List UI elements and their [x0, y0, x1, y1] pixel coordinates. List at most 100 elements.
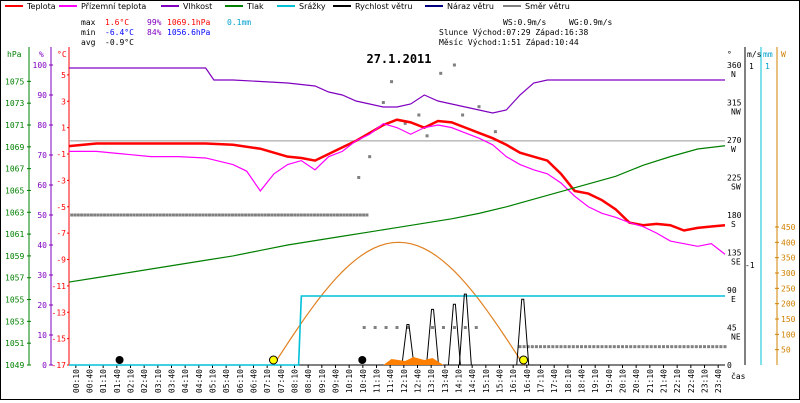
legend-label-naraz: Náraz větru: [447, 2, 494, 11]
wind-direction-point: [649, 345, 653, 349]
x-tick-label: 17:10: [537, 369, 546, 393]
wind-direction-point: [237, 213, 241, 217]
series-line-přízemní-teplota: [69, 123, 726, 255]
wind-direction-point: [715, 345, 719, 349]
x-tick-label: 07:40: [277, 369, 286, 393]
x-tick-label: 10:40: [359, 369, 368, 393]
x-tick-label: 03:40: [168, 369, 177, 393]
wind-direction-point: [616, 345, 620, 349]
wind-direction-point: [230, 213, 234, 217]
wind-direction-point: [152, 213, 156, 217]
stat-max-rain: 0.1mm: [227, 18, 251, 27]
wind-direction-point: [240, 213, 244, 217]
wind-direction-point: [608, 345, 612, 349]
wind-direction-point: [395, 326, 399, 329]
wind-direction-point: [657, 345, 661, 349]
wind-direction-point: [227, 213, 231, 217]
series-line-tlak: [68, 145, 726, 283]
x-tick-label: 05:40: [222, 369, 231, 393]
solar-tick-label: 300: [781, 269, 796, 278]
wind-direction-point: [690, 345, 694, 349]
wind-direction-point: [270, 213, 274, 217]
wind-direction-point: [670, 345, 674, 349]
x-tick-label: 18:10: [564, 369, 573, 393]
wind-speed-spike: [516, 298, 530, 366]
temp-tick-label: -1: [56, 150, 66, 159]
temp-tick-label: -3: [56, 176, 66, 185]
unit-cas: čas: [731, 371, 746, 381]
wind-direction-point: [600, 345, 604, 349]
direction-compass-label: SE: [731, 258, 741, 267]
x-tick-label: 14:40: [468, 369, 477, 393]
wind-direction-point: [276, 213, 280, 217]
x-tick-label: 17:40: [550, 369, 559, 393]
pressure-tick-label: 1057: [5, 274, 24, 283]
wind-direction-point: [125, 213, 129, 217]
wind-direction-point: [629, 345, 633, 349]
wind-direction-point: [273, 213, 277, 217]
wind-direction-point: [719, 345, 723, 349]
wind-direction-point: [373, 326, 377, 329]
x-tick-label: 23:10: [701, 369, 710, 393]
unit-degc: °C: [57, 50, 67, 59]
wind-direction-point: [89, 213, 93, 217]
temp-tick-label: -7: [56, 229, 66, 238]
unit-w: W: [781, 50, 786, 59]
humidity-tick-label: 10: [37, 331, 47, 340]
wind-direction-point: [571, 345, 575, 349]
pressure-tick-label: 1065: [5, 186, 24, 195]
unit-deg: °: [727, 50, 732, 59]
x-tick-label: 04:40: [195, 369, 204, 393]
wind-direction-point: [567, 345, 571, 349]
wind-direction-point: [339, 213, 343, 217]
x-tick-label: 13:40: [441, 369, 450, 393]
humidity-tick-label: 90: [37, 91, 47, 100]
wind-direction-point: [349, 213, 353, 217]
wind-direction-point: [316, 213, 320, 217]
wind-direction-point: [559, 345, 563, 349]
wind-direction-point: [666, 345, 670, 349]
wind-direction-point: [112, 213, 116, 217]
wind-direction-point: [70, 213, 74, 217]
wind-direction-point: [145, 213, 149, 217]
humidity-tick-label: 50: [37, 211, 47, 220]
wind-direction-point: [188, 213, 192, 217]
direction-tick-label: 45: [727, 324, 737, 333]
wind-speed-spike: [426, 308, 440, 366]
wind-direction-point: [723, 345, 727, 349]
chart-title: 27.1.2011: [366, 52, 431, 66]
wind-direction-point: [588, 345, 592, 349]
wind-direction-point: [103, 213, 107, 217]
stat-max-hum: 99%: [147, 18, 162, 27]
wind-direction-point: [439, 71, 443, 75]
wind-direction-point: [106, 213, 110, 217]
wind-direction-point: [539, 345, 542, 349]
pressure-tick-label: 1059: [5, 252, 24, 261]
series-line-vlhkost: [69, 67, 725, 114]
wind-direction-point: [384, 326, 388, 329]
wind-direction-point: [345, 213, 349, 217]
x-tick-label: 06:40: [250, 369, 259, 393]
wind-direction-point: [283, 213, 287, 217]
wind-direction-point: [403, 121, 407, 125]
temp-tick-label: -9: [56, 256, 66, 265]
wind-direction-point: [224, 213, 228, 217]
wind-direction-point: [682, 345, 686, 349]
wind-direction-point: [703, 345, 706, 349]
x-tick-label: 10:10: [345, 369, 354, 393]
wind-direction-point: [477, 105, 481, 109]
wind-direction-point: [165, 213, 169, 217]
wind-direction-point: [674, 345, 678, 349]
wind-direction-point: [518, 345, 522, 349]
wind-direction-point: [596, 345, 600, 349]
wind-direction-point: [522, 345, 526, 349]
wind-direction-point: [80, 213, 84, 217]
wind-direction-point: [296, 213, 300, 217]
wind-direction-point: [547, 345, 551, 349]
x-tick-label: 11:10: [373, 369, 382, 393]
pressure-tick-label: 1049: [5, 361, 24, 370]
wind-direction-point: [526, 345, 530, 349]
pressure-tick-label: 1063: [5, 208, 24, 217]
wind-direction-point: [76, 213, 80, 217]
